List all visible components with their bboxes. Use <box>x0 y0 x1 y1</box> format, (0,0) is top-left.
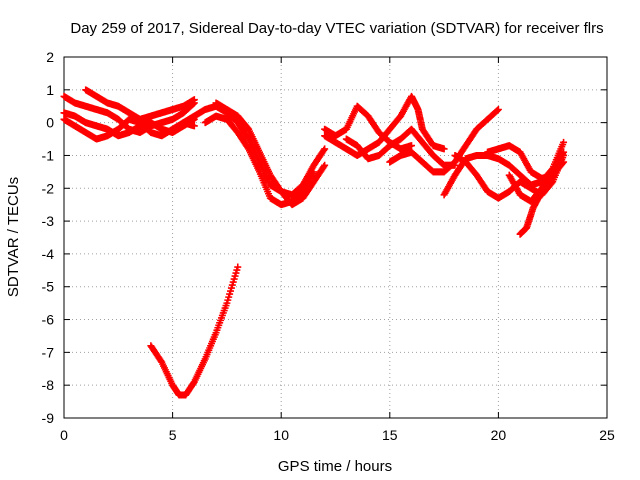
y-tick-label: -6 <box>42 312 55 328</box>
plot-border <box>63 56 608 419</box>
y-tick-label: -2 <box>42 180 55 196</box>
x-tick-label: 10 <box>273 427 289 443</box>
x-tick-label: 20 <box>491 427 507 443</box>
series-arc-10 <box>321 92 448 159</box>
data-point <box>321 145 329 153</box>
x-tick-label: 15 <box>382 427 398 443</box>
data-point <box>493 106 501 114</box>
series-arc-5 <box>147 263 242 399</box>
data-point <box>320 146 328 154</box>
chart-title: Day 259 of 2017, Sidereal Day-to-day VTE… <box>70 20 603 37</box>
data-point <box>190 96 198 104</box>
y-tick-label: -1 <box>42 147 55 163</box>
series-arc-11 <box>342 125 459 169</box>
data-point <box>494 106 502 114</box>
y-tick-label: -7 <box>42 344 55 360</box>
y-tick-label: -3 <box>42 213 55 229</box>
data-point <box>190 122 198 130</box>
series-arc-4 <box>82 86 198 123</box>
data-point <box>310 168 318 176</box>
data-point <box>408 142 416 150</box>
y-tick-label: 1 <box>46 82 54 98</box>
y-tick-label: 0 <box>46 115 54 131</box>
x-axis-label: GPS time / hours <box>278 458 392 475</box>
series-arc-8 <box>212 99 329 209</box>
data-point <box>320 163 328 171</box>
y-axis-label: SDTVAR / TECUs <box>5 177 22 297</box>
y-tick-label: -8 <box>42 377 55 393</box>
data-points <box>60 86 568 399</box>
series-arc-9 <box>321 102 416 153</box>
y-tick-label: 2 <box>46 49 54 65</box>
y-tick-label: -9 <box>42 410 55 426</box>
x-tick-label: 5 <box>169 427 177 443</box>
plot-frame <box>63 56 608 419</box>
series-arc-14 <box>451 151 568 202</box>
series-arc-6 <box>179 102 329 199</box>
data-point <box>560 138 568 146</box>
data-point <box>538 188 546 196</box>
data-point <box>234 263 242 271</box>
x-tick-label: 25 <box>599 427 615 443</box>
series-arc-17 <box>516 188 546 238</box>
data-point <box>440 145 448 153</box>
data-point <box>560 148 568 156</box>
y-tick-label: -4 <box>42 246 55 262</box>
x-tick-label: 0 <box>60 427 68 443</box>
y-tick-label: -5 <box>42 279 55 295</box>
data-point <box>321 161 329 169</box>
